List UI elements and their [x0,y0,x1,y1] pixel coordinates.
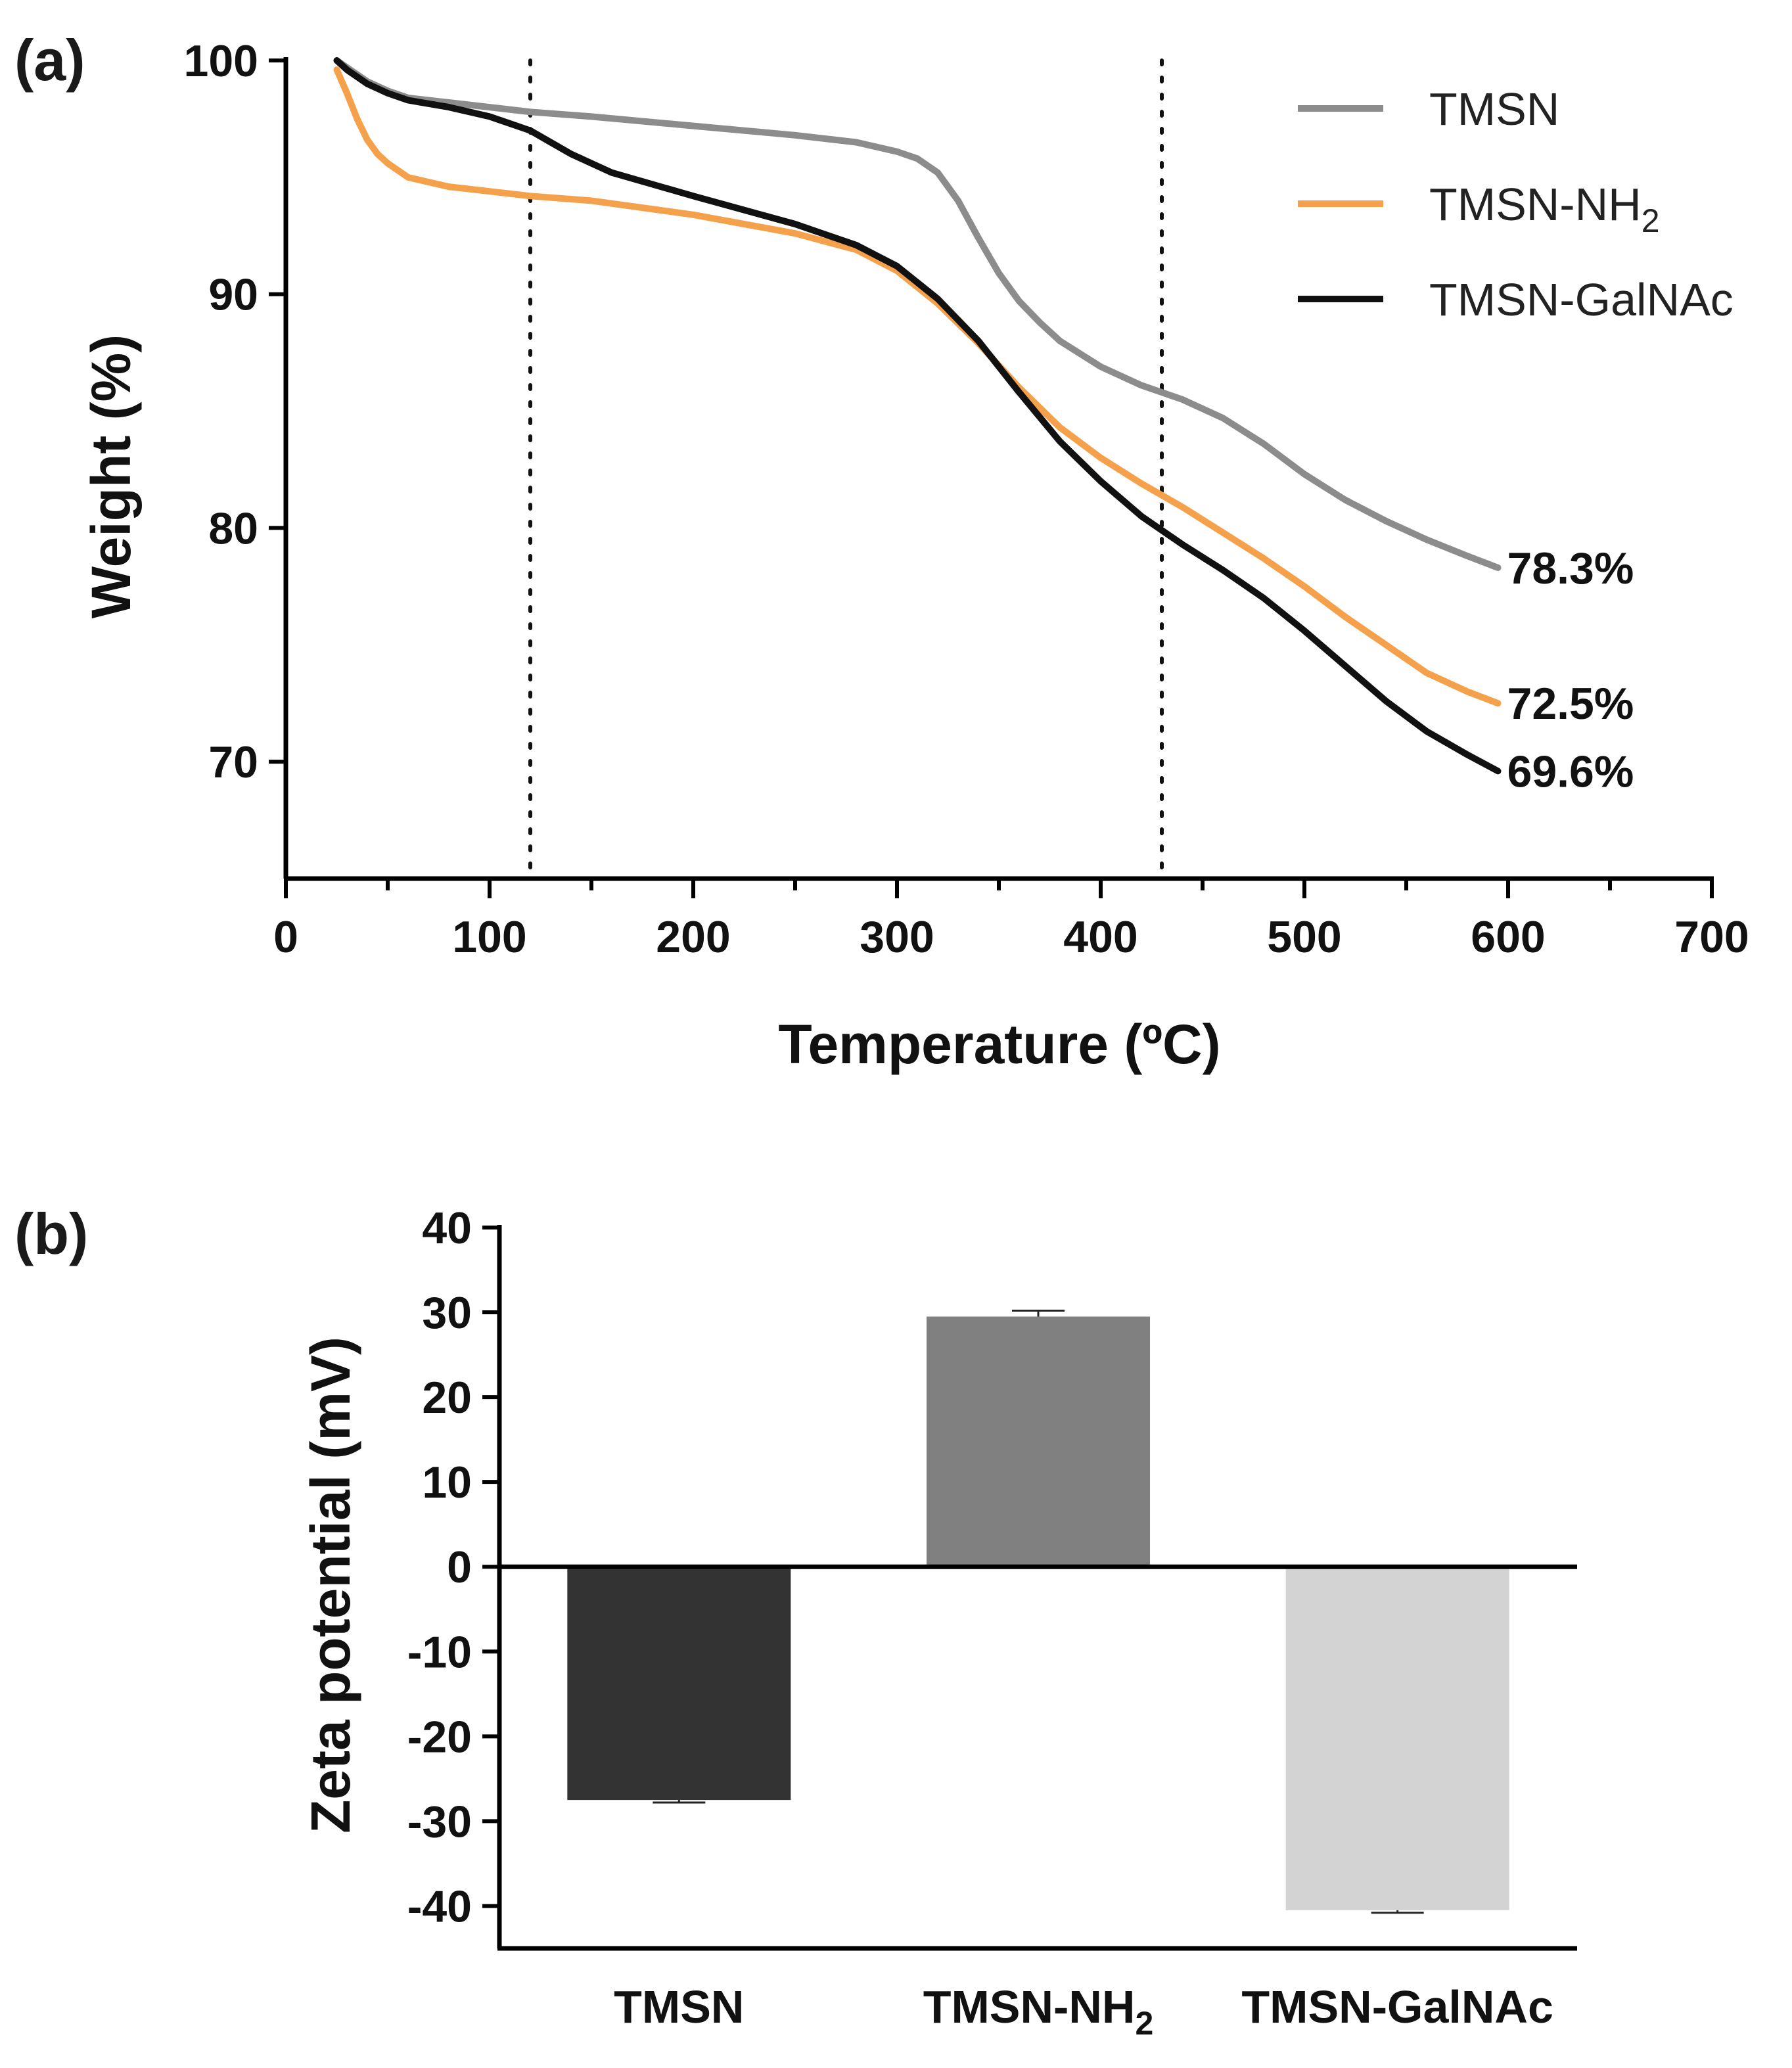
x-tick-label: 0 [273,912,298,962]
panel-a-y-axis-title: Weight (%) [80,334,142,618]
panel-a-x-axis-title: Temperature (ºC) [778,1013,1220,1075]
x-tick-label: 100 [452,912,526,962]
y-tick-label: -10 [407,1627,472,1677]
y-tick-label: 0 [447,1542,472,1592]
legend-label-tmsn-galnac: TMSN-GalNAc [1429,274,1734,325]
series-line-tmsn-galnac [333,57,1502,775]
panel-a-label: (a) [14,28,85,93]
y-tick-label: 20 [422,1373,472,1423]
panel-b-y-axis-title: Zeta potential (mV) [300,1337,361,1833]
bar-tmsn-nh2 [927,1316,1150,1567]
panel-b-bar-chart: (b) Zeta potential (mV) -40 -30 -20 -10 0 10 2… [14,1201,1577,2042]
category-label-tmsn: TMSN [614,1981,744,2033]
y-tick-label: 90 [208,270,258,320]
x-tick-label: 600 [1471,912,1545,962]
panel-a-line-chart: (a) Weight (%) Temperature (ºC) 0 100 200 3… [14,28,1749,1075]
x-tick-label: 200 [656,912,730,962]
category-label-tmsn-galnac: TMSN-GalNAc [1241,1981,1553,2033]
y-tick-label: -20 [407,1712,472,1762]
bar-tmsn-galnac [1285,1567,1509,1910]
y-tick-label: 40 [422,1203,472,1253]
panel-a-legend: TMSN TMSN-NH2 TMSN-GalNAc [1298,83,1734,325]
legend-label-tmsn: TMSN [1429,83,1559,135]
x-tick-label: 300 [860,912,934,962]
series-line-tmsn-nh2 [333,66,1502,707]
x-tick-label: 700 [1674,912,1749,962]
y-tick-label: 100 [184,36,258,86]
panel-b-label: (b) [14,1201,88,1266]
y-tick-label: 10 [422,1458,472,1507]
y-tick-label: -30 [407,1797,472,1847]
x-tick-label: 400 [1063,912,1137,962]
bar-tmsn [567,1567,791,1801]
y-tick-label: -40 [407,1881,472,1931]
end-value-label-tmsn-nh2: 72.5% [1507,679,1634,729]
x-tick-label: 500 [1267,912,1341,962]
end-value-label-tmsn: 78.3% [1507,543,1634,593]
end-value-label-tmsn-galnac: 69.6% [1507,747,1634,796]
category-label-tmsn-nh2: TMSN-NH2 [923,1981,1154,2042]
series-line-tmsn [333,57,1502,571]
y-tick-label: 80 [208,503,258,553]
legend-label-tmsn-nh2: TMSN-NH2 [1429,179,1660,239]
y-tick-label: 70 [208,737,258,787]
y-tick-label: 30 [422,1288,472,1338]
